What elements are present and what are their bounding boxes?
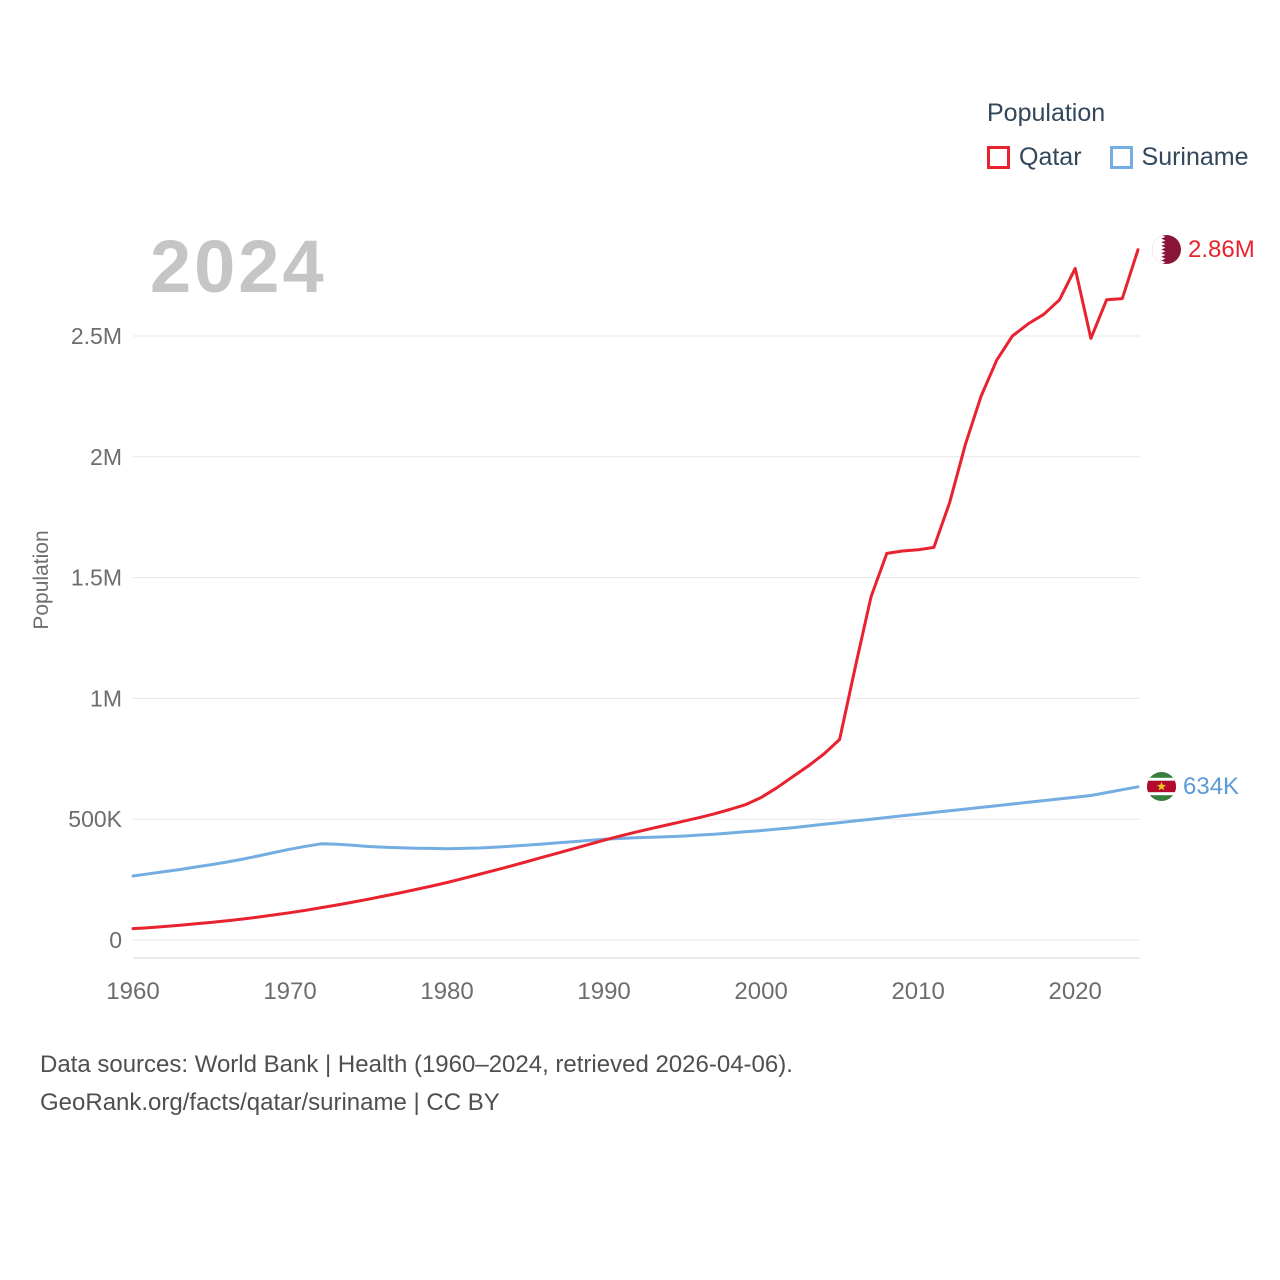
data-sources-line: Data sources: World Bank | Health (1960–…: [40, 1051, 793, 1078]
x-tick-label: 2000: [734, 978, 787, 1005]
attribution-footer: Data sources: World Bank | Health (1960–…: [40, 1046, 793, 1122]
x-tick-label: 1960: [106, 978, 159, 1005]
x-tick-label: 1990: [577, 978, 630, 1005]
suriname-series-line: [131, 785, 1140, 878]
legend-item-label: Qatar: [1019, 143, 1082, 171]
x-tick-label: 1970: [263, 978, 316, 1005]
legend-item-qatar[interactable]: Qatar: [987, 143, 1082, 172]
suriname-series-swatch-icon: [1109, 146, 1133, 169]
y-tick-label: 500K: [68, 806, 122, 832]
suriname-flag-icon: [1147, 772, 1176, 801]
y-tick-label: 2M: [90, 444, 122, 470]
qatar-end-value: 2.86M: [1188, 235, 1255, 263]
qatar-series-line: [131, 248, 1140, 931]
legend: Population Qatar Suriname: [987, 99, 1249, 172]
suriname-end-value: 634K: [1183, 772, 1240, 800]
qatar-series-swatch-icon: [987, 146, 1010, 169]
y-tick-label: 1.5M: [71, 565, 122, 591]
suriname-end-label: 634K: [1147, 772, 1239, 801]
legend-title: Population: [987, 99, 1106, 127]
y-tick-label: 2.5M: [71, 323, 122, 349]
x-tick-label: 2020: [1048, 978, 1101, 1005]
x-tick-label: 2010: [891, 978, 944, 1005]
y-tick-label: 1M: [90, 685, 122, 711]
x-tick-label: 1980: [420, 978, 473, 1005]
qatar-end-label: 2.86M: [1152, 235, 1255, 264]
credit-line: GeoRank.org/facts/qatar/suriname | CC BY: [40, 1089, 500, 1116]
legend-item-suriname[interactable]: Suriname: [1109, 143, 1249, 172]
year-watermark: 2024: [150, 225, 327, 308]
y-tick-label: 0: [109, 927, 122, 953]
qatar-flag-icon: [1152, 235, 1181, 264]
y-axis-title: Population: [30, 530, 53, 630]
legend-items: Qatar Suriname: [987, 143, 1249, 172]
legend-item-label: Suriname: [1141, 143, 1249, 171]
